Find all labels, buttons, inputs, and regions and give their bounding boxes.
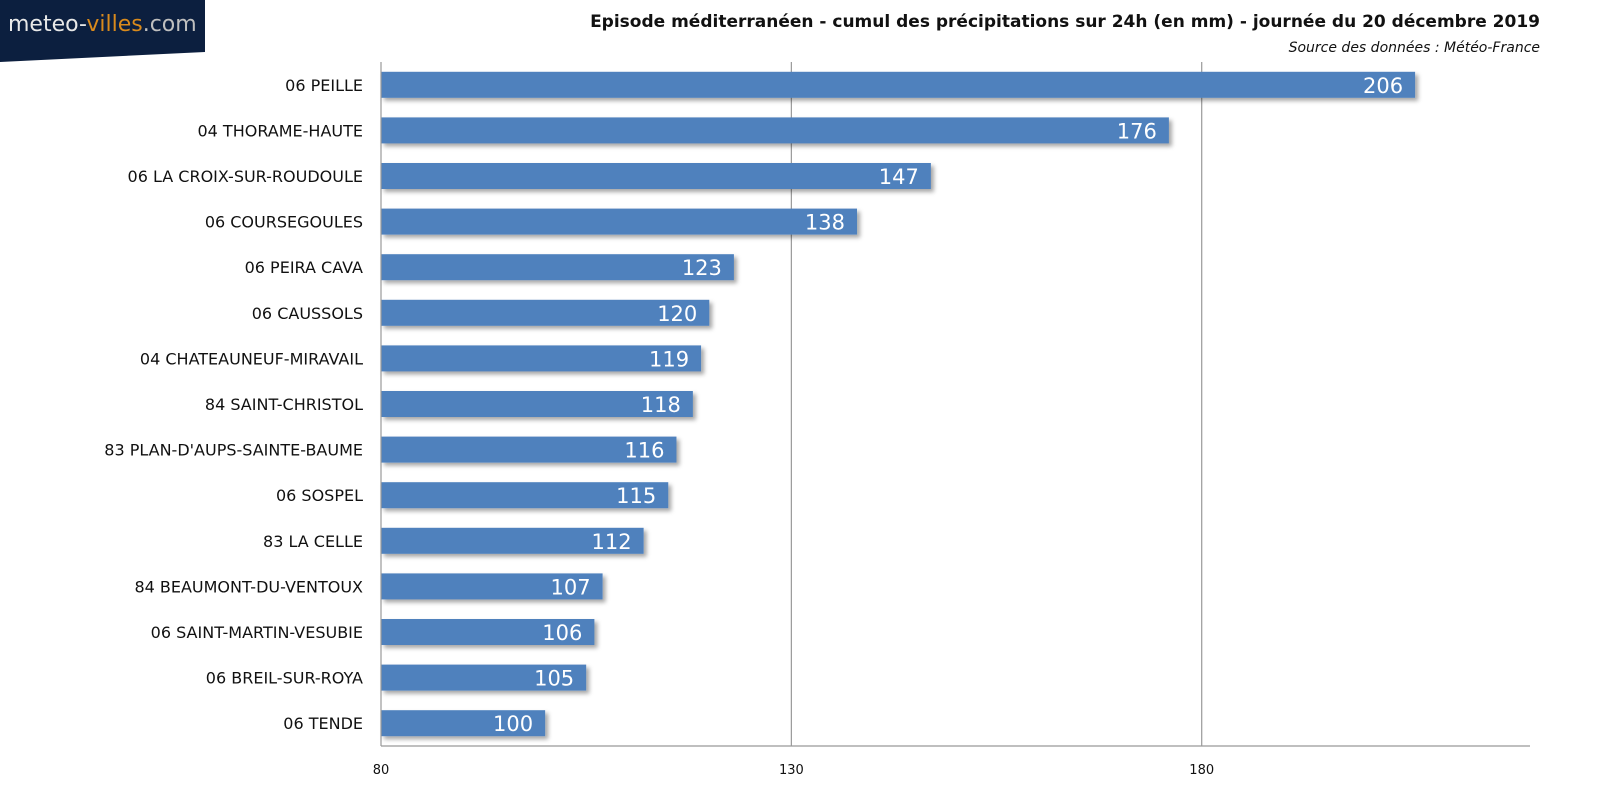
category-label: 06 PEILLE xyxy=(285,76,363,95)
bar xyxy=(381,436,677,463)
x-tick-label: 80 xyxy=(373,763,390,778)
data-label: 138 xyxy=(805,211,845,235)
category-label: 04 CHATEAUNEUF-MIRAVAIL xyxy=(140,349,363,368)
x-tick-label: 130 xyxy=(779,763,804,778)
chart-subtitle: Source des données : Météo-France xyxy=(1288,40,1540,56)
bar xyxy=(381,664,587,691)
bar xyxy=(381,117,1169,144)
data-label: 176 xyxy=(1117,119,1157,143)
bar xyxy=(381,208,858,235)
x-tick-label: 180 xyxy=(1189,763,1214,778)
bar xyxy=(381,573,603,600)
category-label: 06 CAUSSOLS xyxy=(252,304,363,323)
data-label: 120 xyxy=(657,302,697,326)
data-label: 115 xyxy=(616,484,656,508)
data-label: 106 xyxy=(542,621,582,645)
category-label: 84 BEAUMONT-DU-VENTOUX xyxy=(134,577,363,596)
category-label: 06 BREIL-SUR-ROYA xyxy=(206,669,363,688)
category-label: 83 PLAN-D'AUPS-SAINTE-BAUME xyxy=(104,441,363,460)
data-label: 123 xyxy=(682,256,722,280)
data-label: 119 xyxy=(649,347,689,371)
bar xyxy=(381,527,644,554)
data-label: 100 xyxy=(493,712,533,736)
data-label: 112 xyxy=(592,530,632,554)
bar xyxy=(381,482,669,509)
data-label: 116 xyxy=(624,439,664,463)
bar xyxy=(381,163,931,189)
category-label: 83 LA CELLE xyxy=(263,532,363,551)
category-label: 06 COURSEGOULES xyxy=(205,213,363,232)
bar xyxy=(381,619,595,645)
bar xyxy=(381,299,710,326)
bar xyxy=(381,71,1416,98)
category-label: 06 TENDE xyxy=(283,714,363,733)
category-label: 06 SAINT-MARTIN-VESUBIE xyxy=(151,623,363,642)
svg-text:meteo-villes.com: meteo-villes.com xyxy=(8,12,197,37)
data-label: 147 xyxy=(879,165,919,189)
data-label: 118 xyxy=(641,393,681,417)
category-label: 04 THORAME-HAUTE xyxy=(197,121,363,140)
chart-title: Episode méditerranéen - cumul des précip… xyxy=(590,12,1540,32)
data-label: 105 xyxy=(534,667,574,691)
site-logo: meteo-villes.com xyxy=(0,0,205,62)
data-label: 107 xyxy=(550,575,590,599)
bar xyxy=(381,710,546,737)
bar xyxy=(381,391,693,417)
bar xyxy=(381,345,702,372)
category-label: 06 SOSPEL xyxy=(276,486,363,505)
category-label: 06 PEIRA CAVA xyxy=(245,258,363,277)
category-label: 84 SAINT-CHRISTOL xyxy=(205,395,363,414)
bar xyxy=(381,254,734,281)
category-label: 06 LA CROIX-SUR-ROUDOULE xyxy=(128,167,363,186)
data-label: 206 xyxy=(1363,74,1403,98)
